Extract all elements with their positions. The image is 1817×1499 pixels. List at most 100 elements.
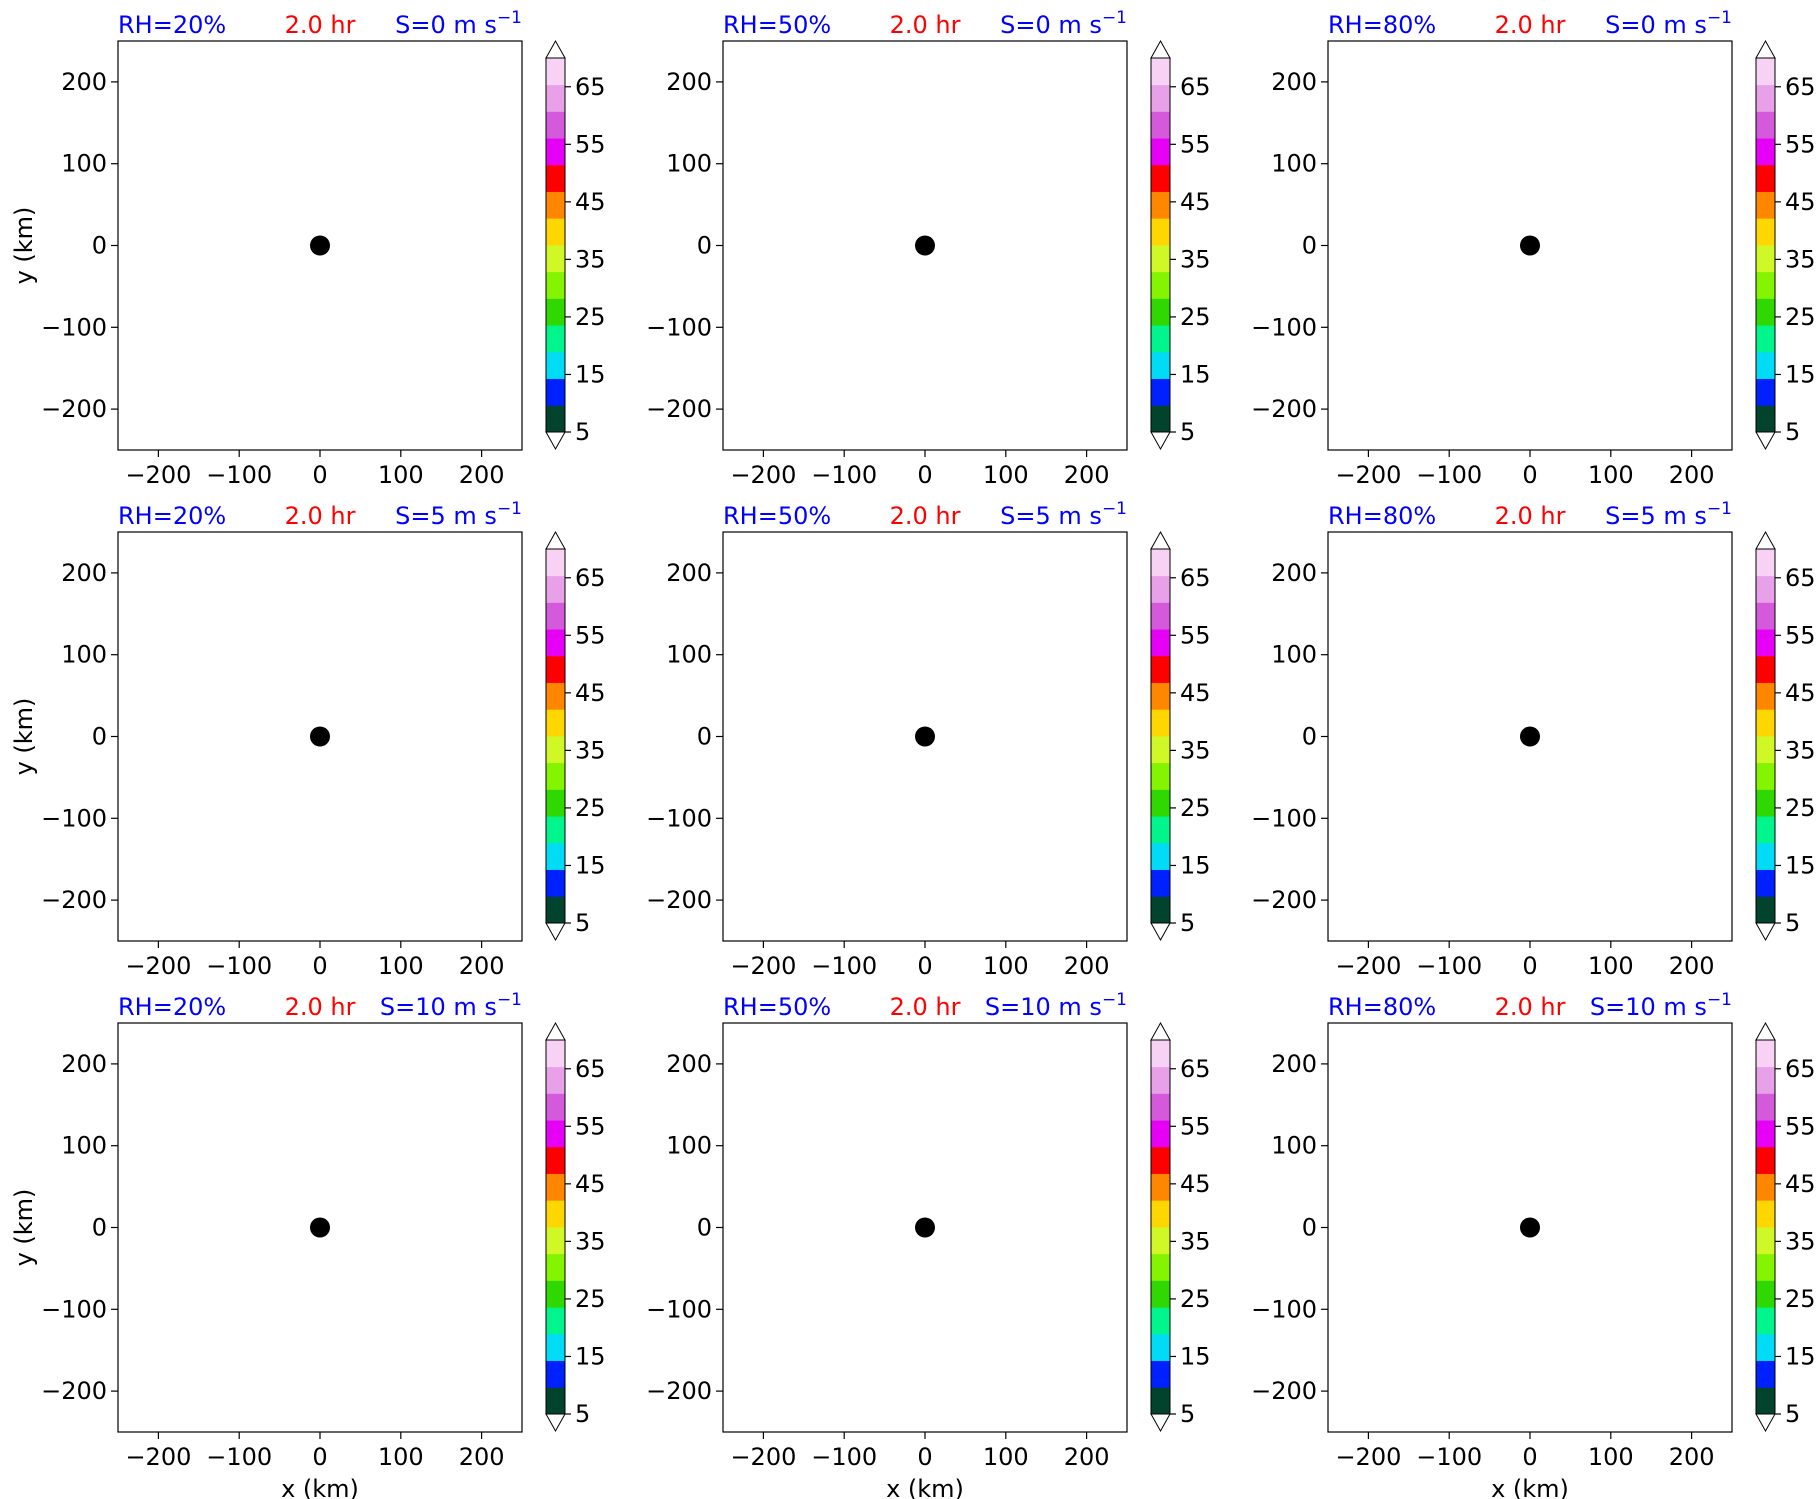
x-tick-label: 200 [459, 1443, 505, 1471]
colorbar-segment [1756, 549, 1775, 577]
colorbar-segment [1151, 602, 1170, 630]
colorbar-tick-label: 65 [1785, 1055, 1816, 1083]
colorbar-tick-label: 45 [1785, 1170, 1816, 1198]
colorbar-tick-label: 35 [575, 736, 606, 764]
y-tick-label: −100 [41, 1295, 107, 1323]
panel-title-right-text: S=5 m s [1000, 502, 1102, 530]
colorbar-tick-label: 25 [575, 303, 606, 331]
colorbar-tick-label: 45 [1785, 679, 1816, 707]
y-tick-label: 0 [1302, 723, 1317, 751]
y-tick-label: 0 [697, 1214, 712, 1242]
colorbar-segment [1151, 1227, 1170, 1255]
colorbar-segment [1756, 1360, 1775, 1388]
colorbar-extend-max [1150, 530, 1171, 550]
colorbar-frame [545, 57, 566, 433]
panel-title-center: 2.0 hr [890, 502, 961, 530]
colorbar-tick-label: 25 [575, 794, 606, 822]
colorbar-tick-label: 55 [575, 1112, 606, 1140]
colorbar-tick-label: 15 [1785, 851, 1816, 879]
colorbar-tick-label: 55 [575, 130, 606, 158]
y-tick-label: −200 [1251, 1377, 1317, 1405]
colorbar-segment [1151, 298, 1170, 326]
colorbar-segment [1756, 84, 1775, 112]
panel-title-right-exponent: −1 [497, 8, 522, 28]
panel-title-center: 2.0 hr [890, 11, 961, 39]
x-tick-label: −200 [125, 952, 191, 980]
colorbar-segment [546, 816, 565, 844]
colorbar-segment [1151, 816, 1170, 844]
panel-title-right-exponent: −1 [1102, 499, 1127, 519]
colorbar-segment [546, 655, 565, 683]
colorbar-segment [546, 245, 565, 273]
colorbar-tick-label: 15 [1180, 1342, 1211, 1370]
y-tick-label: 200 [61, 559, 107, 587]
colorbar-tick-label: 5 [1785, 909, 1800, 937]
colorbar-extend-min [545, 431, 566, 451]
panel-title-left: RH=20% [118, 502, 226, 530]
colorbar-tick-label: 65 [1785, 73, 1816, 101]
x-tick-label: 100 [378, 461, 424, 489]
colorbar-segment [1151, 1066, 1170, 1094]
colorbar-segment [1756, 298, 1775, 326]
panel-title-right: S=10 m s−1 [985, 990, 1127, 1021]
x-tick-label: −200 [1335, 1443, 1401, 1471]
panel-title-center: 2.0 hr [285, 502, 356, 530]
colorbar-extend-max [1755, 1021, 1776, 1041]
colorbar-segment [1756, 1093, 1775, 1121]
colorbar-segment [1756, 405, 1775, 433]
y-tick-label: 100 [1271, 150, 1317, 178]
panel: RH=20% 2.0 hr S=10 m s−1 −200 −100 0 100 200 200… [10, 990, 606, 1499]
panel-title-right: S=5 m s−1 [395, 499, 522, 530]
x-tick-label: −100 [1416, 1443, 1482, 1471]
colorbar-frame [1150, 57, 1171, 433]
colorbar-tick-label: 45 [1180, 1170, 1211, 1198]
colorbar-frame [1755, 1039, 1776, 1415]
colorbar-segment [1151, 842, 1170, 870]
x-tick-label: 0 [917, 1443, 932, 1471]
x-tick-label: 200 [1064, 461, 1110, 489]
panel-title-center: 2.0 hr [1495, 11, 1566, 39]
colorbar-segment [1756, 1146, 1775, 1174]
colorbar-segment [1756, 1200, 1775, 1228]
y-axis-label: y (km) [10, 1189, 38, 1267]
colorbar-segment [1756, 655, 1775, 683]
y-axis-label: y (km) [10, 207, 38, 285]
colorbar-segment [1756, 111, 1775, 139]
colorbar-segment [1756, 1280, 1775, 1308]
colorbar-segment [1756, 351, 1775, 379]
panel-title-right-text: S=0 m s [395, 11, 497, 39]
colorbar-tick-label: 35 [1180, 1227, 1211, 1255]
colorbar-segment [1151, 378, 1170, 406]
colorbar-extend-max [1755, 39, 1776, 59]
y-tick-label: 200 [1271, 68, 1317, 96]
colorbar-segment [1151, 138, 1170, 166]
colorbar-segment [1151, 1307, 1170, 1335]
colorbar-segment [1151, 405, 1170, 433]
x-tick-label: 100 [983, 1443, 1029, 1471]
x-tick-label: 100 [983, 461, 1029, 489]
colorbar-tick-label: 25 [1180, 794, 1211, 822]
panel-title-center: 2.0 hr [285, 993, 356, 1021]
colorbar-segment [546, 191, 565, 219]
y-tick-label: 0 [697, 232, 712, 260]
colorbar-segment [1756, 842, 1775, 870]
y-axis-label: y (km) [10, 698, 38, 776]
colorbar-segment [546, 1307, 565, 1335]
colorbar-frame [545, 1039, 566, 1415]
colorbar-tick-label: 45 [1180, 188, 1211, 216]
x-tick-label: −100 [206, 1443, 272, 1471]
x-tick-label: 200 [459, 952, 505, 980]
x-axis-label: x (km) [281, 1475, 359, 1499]
colorbar-segment [546, 709, 565, 737]
colorbar-tick-label: 65 [575, 1055, 606, 1083]
x-tick-label: −200 [730, 1443, 796, 1471]
colorbar-segment [1151, 164, 1170, 192]
y-tick-label: −100 [646, 1295, 712, 1323]
colorbar-tick-label: 5 [1785, 418, 1800, 446]
colorbar-tick-label: 45 [575, 188, 606, 216]
colorbar-segment [546, 896, 565, 924]
colorbar-segment [546, 575, 565, 603]
x-tick-label: −100 [811, 952, 877, 980]
colorbar: 5 15 25 35 45 55 65 [1755, 530, 1816, 942]
colorbar-segment [1756, 789, 1775, 817]
